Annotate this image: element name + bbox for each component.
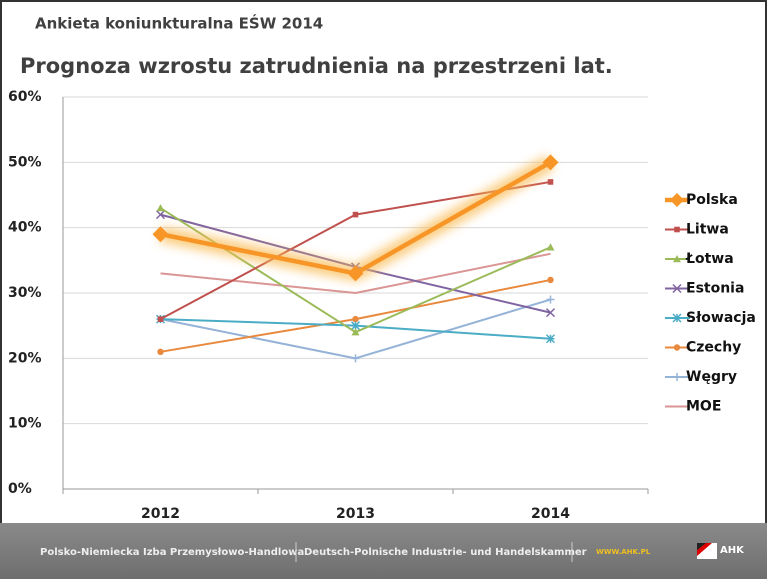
marker <box>674 226 680 233</box>
marker <box>546 295 555 304</box>
subtitle: Prognoza wzrostu zatrudnienia na przestr… <box>20 54 613 78</box>
y-tick-label: 10% <box>8 416 42 432</box>
x-tick-label: 2013 <box>336 506 375 522</box>
marker <box>351 354 360 363</box>
legend-label: Czechy <box>686 340 741 356</box>
y-tick-label: 20% <box>8 350 42 366</box>
marker <box>673 373 681 381</box>
series-line <box>160 252 551 294</box>
marker <box>352 315 359 323</box>
marker <box>547 179 554 185</box>
legend-label: MOE <box>686 399 721 415</box>
marker <box>350 321 361 331</box>
x-tick-label: 2012 <box>141 506 180 522</box>
marker <box>156 204 165 212</box>
footer-url: WWW.AHK.PL <box>596 548 651 556</box>
marker <box>542 154 559 171</box>
marker <box>673 344 681 351</box>
marker <box>545 334 556 344</box>
marker <box>351 328 360 336</box>
footer <box>0 523 767 579</box>
legend-label: Węgry <box>686 369 737 385</box>
legend-label: Estonia <box>686 281 744 297</box>
y-tick-label: 0% <box>8 481 32 497</box>
y-tick-label: 40% <box>8 220 42 236</box>
y-tick-label: 60% <box>8 89 42 105</box>
marker <box>672 283 682 294</box>
legend-label: Łotwa <box>685 251 734 267</box>
legend-label: Litwa <box>686 222 729 238</box>
legend-label: Słowacja <box>686 310 756 326</box>
marker <box>352 211 359 218</box>
marker <box>152 226 169 243</box>
marker <box>545 308 556 318</box>
marker <box>670 193 684 207</box>
marker <box>547 276 554 284</box>
logo-text: AHK <box>720 545 745 556</box>
footer-left: Polsko-Niemiecka Izba Przemysłowo-Handlo… <box>40 547 304 558</box>
marker <box>347 265 364 282</box>
marker <box>157 348 164 355</box>
marker <box>546 243 555 251</box>
marker <box>673 255 681 263</box>
marker <box>157 316 164 322</box>
y-tick-label: 50% <box>8 154 42 170</box>
marker <box>672 313 682 323</box>
title: Ankieta koniunkturalna EŚW 2014 <box>35 14 323 33</box>
legend-label: Polska <box>686 192 738 208</box>
footer-middle: Deutsch-Polnische Industrie- und Handels… <box>304 547 587 558</box>
logo-flag-black <box>697 543 706 550</box>
y-tick-label: 30% <box>8 285 42 301</box>
x-tick-label: 2014 <box>531 506 570 522</box>
marker <box>155 210 166 220</box>
